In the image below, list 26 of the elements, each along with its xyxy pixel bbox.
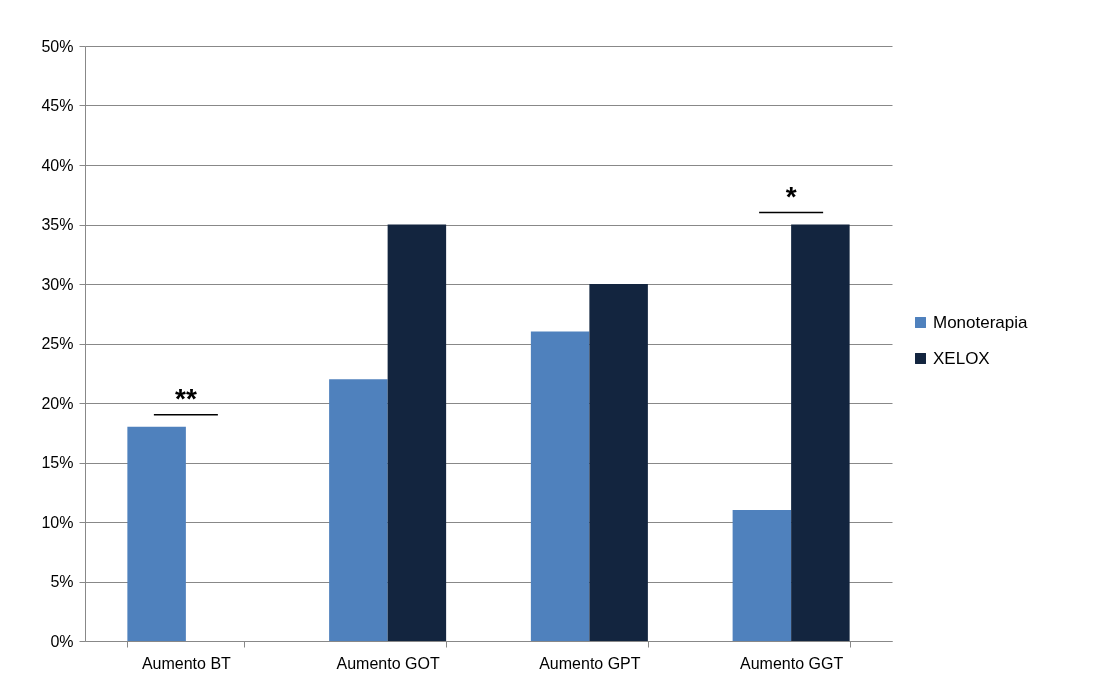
y-tick-label: 40% xyxy=(41,156,74,174)
bar xyxy=(732,510,792,641)
y-tick-label: 30% xyxy=(41,275,74,293)
bar xyxy=(589,284,648,641)
bar xyxy=(530,331,590,641)
bar xyxy=(127,426,186,641)
x-tick-label: Aumento GGT xyxy=(740,654,844,672)
y-tick-label: 35% xyxy=(41,216,74,233)
y-tick-label: 45% xyxy=(41,97,74,114)
y-tick-label: 10% xyxy=(41,513,74,531)
annotation: ** xyxy=(174,382,197,414)
annotation: * xyxy=(785,180,797,212)
bar xyxy=(329,379,388,641)
bar xyxy=(387,224,447,641)
x-tick-label: Aumento BT xyxy=(141,654,232,672)
y-tick-label: 25% xyxy=(41,335,74,352)
y-tick-label: 20% xyxy=(41,394,74,412)
legend-label: Monoterapia xyxy=(933,312,1029,332)
bar xyxy=(791,224,850,641)
y-tick-label: 50% xyxy=(41,37,74,55)
x-tick-label: Aumento GPT xyxy=(539,654,641,672)
x-tick-label: Aumento GOT xyxy=(336,654,440,672)
y-tick-label: 15% xyxy=(41,454,74,471)
y-tick-label: 0% xyxy=(50,632,74,650)
legend-label: XELOX xyxy=(933,348,990,368)
y-tick-label: 5% xyxy=(50,573,74,590)
